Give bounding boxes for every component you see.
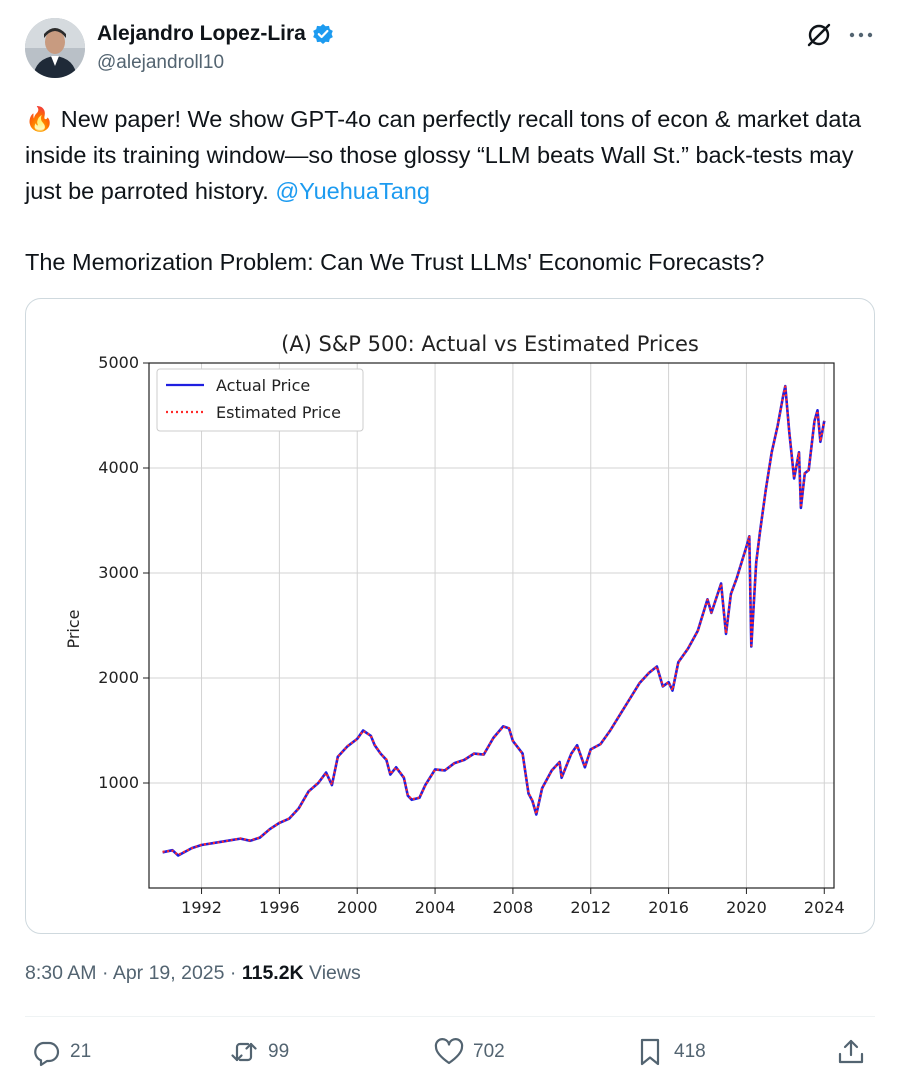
author-name[interactable]: Alejandro Lopez-Lira — [97, 22, 306, 45]
chart-grid — [149, 362, 834, 888]
legend-estimated-label: Estimated Price — [216, 403, 341, 422]
legend-actual-label: Actual Price — [216, 376, 310, 395]
repost-count: 99 — [268, 1041, 290, 1062]
avatar[interactable] — [25, 18, 85, 78]
grok-icon[interactable] — [804, 20, 834, 50]
sp500-chart: (A) S&P 500: Actual vs Estimated Prices … — [64, 332, 845, 917]
tweet-text: 🔥 New paper! We show GPT-4o can perfectl… — [25, 101, 875, 209]
author-name-row: Alejandro Lopez-Lira — [97, 22, 334, 46]
y-tick-label: 5000 — [98, 353, 139, 372]
meta-separator-1: · — [96, 962, 113, 984]
tweet-body: New paper! We show GPT-4o can perfectly … — [25, 106, 862, 204]
legend-box — [156, 368, 364, 432]
meta-separator-2: · — [224, 962, 242, 984]
chart-ticks: 1992 1996 2000 2004 2008 2012 2016 2020 2024 1000… — [98, 353, 844, 917]
share-icon — [838, 1039, 864, 1064]
repost-button[interactable]: 99 — [228, 1036, 289, 1068]
chart-series — [162, 384, 826, 857]
like-count: 702 — [473, 1041, 505, 1062]
chart-title: (A) S&P 500: Actual vs Estimated Prices — [281, 332, 699, 356]
heart-icon — [434, 1038, 464, 1065]
x-tick-label: 2016 — [648, 898, 689, 917]
author-handle[interactable]: @alejandroll10 — [97, 52, 225, 73]
x-tick-label: 2008 — [493, 898, 534, 917]
verified-badge-icon — [312, 23, 334, 45]
divider — [25, 1016, 875, 1017]
reply-count: 21 — [70, 1041, 92, 1062]
tweet-date[interactable]: Apr 19, 2025 — [112, 962, 225, 984]
y-tick-label: 2000 — [98, 668, 139, 687]
y-tick-label: 1000 — [98, 773, 139, 792]
chart-ylabel: Price — [64, 609, 83, 648]
more-icon[interactable] — [846, 22, 876, 48]
avatar-image — [25, 18, 85, 78]
series-line-estimated — [162, 385, 826, 857]
chart-legend: Actual Price Estimated Price — [156, 368, 364, 432]
like-button[interactable]: 702 — [433, 1036, 505, 1068]
paper-title: The Memorization Problem: Can We Trust L… — [25, 249, 765, 275]
x-tick-label: 2024 — [804, 898, 845, 917]
repost-icon — [231, 1042, 257, 1062]
views-label: Views — [303, 962, 361, 984]
x-tick-label: 2012 — [570, 898, 611, 917]
reply-icon — [34, 1041, 60, 1067]
fire-emoji: 🔥 — [25, 106, 55, 132]
x-tick-label: 2020 — [726, 898, 767, 917]
x-tick-label: 1992 — [181, 898, 222, 917]
views-count: 115.2K — [241, 962, 304, 984]
x-tick-label: 2004 — [415, 898, 456, 917]
plot-frame — [148, 362, 835, 889]
y-tick-label: 4000 — [98, 458, 139, 477]
share-button[interactable] — [835, 1036, 867, 1068]
x-tick-label: 2000 — [337, 898, 378, 917]
media-card[interactable]: (A) S&P 500: Actual vs Estimated Prices … — [25, 298, 875, 934]
mention-link[interactable]: @YuehuaTang — [275, 178, 430, 204]
bookmark-icon — [640, 1038, 660, 1066]
bookmark-count: 418 — [674, 1041, 706, 1062]
reply-button[interactable]: 21 — [30, 1036, 91, 1068]
tweet-time[interactable]: 8:30 AM — [25, 962, 97, 984]
y-tick-label: 3000 — [98, 563, 139, 582]
bookmark-button[interactable]: 418 — [634, 1036, 706, 1068]
tweet-meta: 8:30 AM · Apr 19, 2025 · 115.2K Views — [25, 962, 361, 985]
x-tick-label: 1996 — [259, 898, 300, 917]
